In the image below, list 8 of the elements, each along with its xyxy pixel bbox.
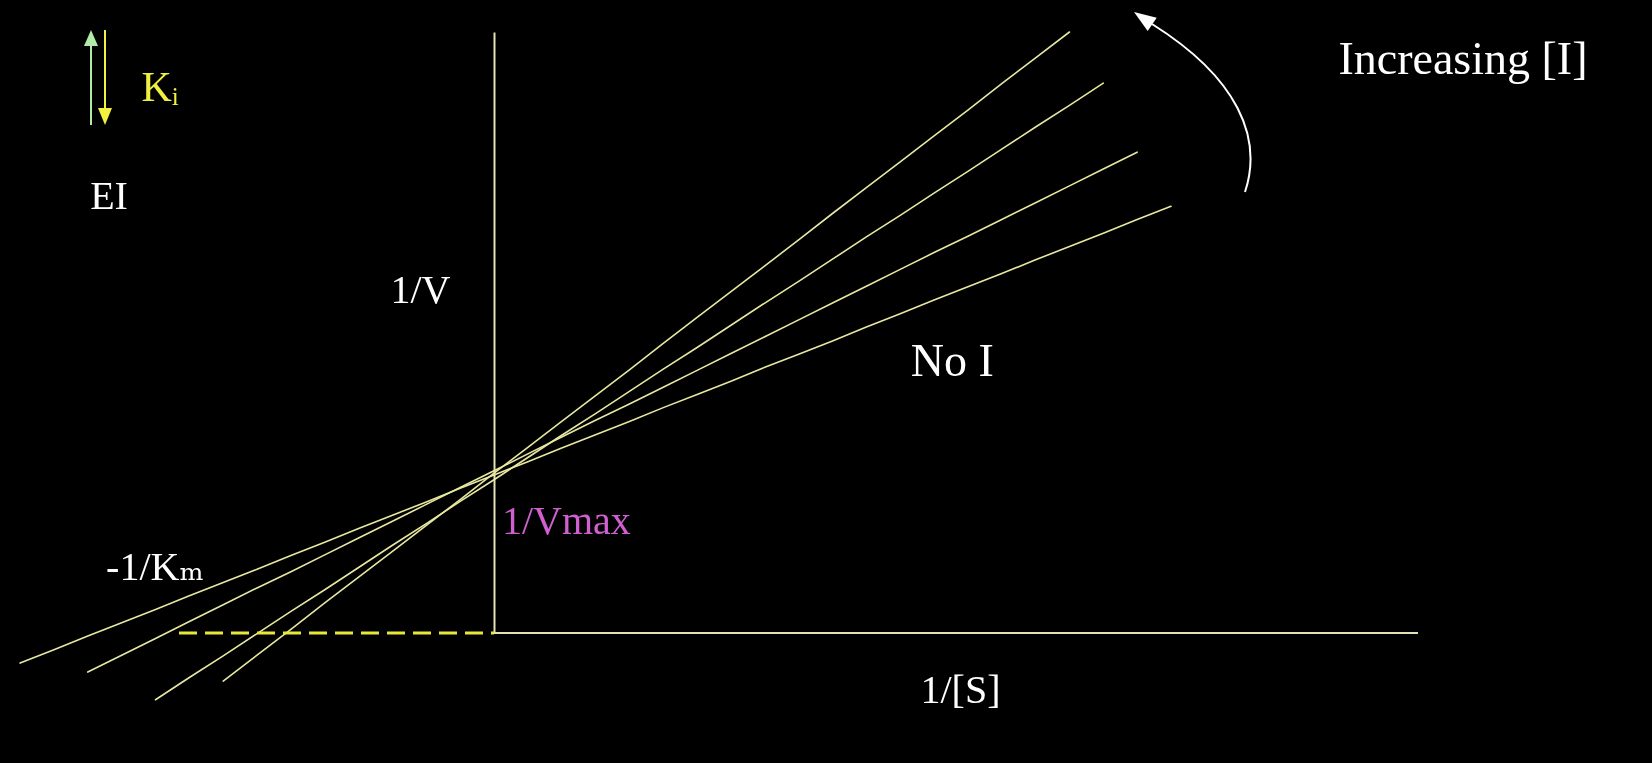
annotation: 1/Vmax <box>502 498 631 543</box>
y-axis-title: 1/V <box>390 266 451 312</box>
x-axis-title: 1/[S] <box>920 666 1001 712</box>
series-label: No I <box>910 335 994 387</box>
text: Increasing [I] <box>1338 33 1588 84</box>
annotation: Kᵢ <box>141 64 179 110</box>
annotation: EI <box>90 173 128 218</box>
annotation: -1/Kₘ <box>106 544 204 589</box>
